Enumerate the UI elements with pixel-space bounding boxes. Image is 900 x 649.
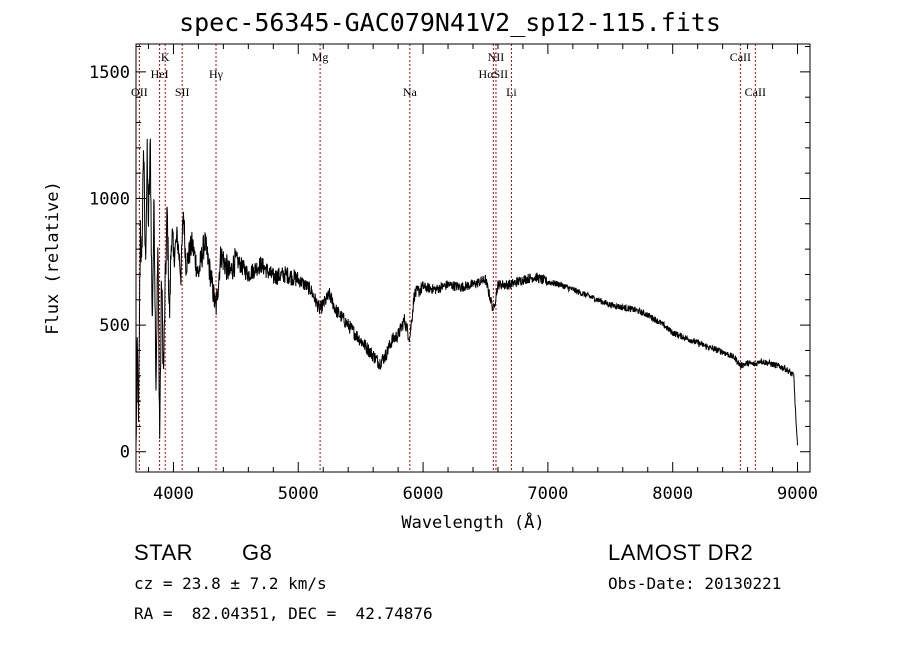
coordinates: RA = 82.04351, DEC = 42.74876 [134, 604, 433, 623]
marker-label: Mg [312, 50, 329, 64]
y-tick-label: 1500 [89, 63, 130, 83]
spectral-line-markers: OII K HeI SII Hγ Mg Na NII HαSII Li CaII CaII [131, 44, 766, 472]
y-axis-label: Flux (relative) [43, 181, 63, 335]
x-tick-label: 6000 [403, 484, 444, 504]
marker-label: CaII [730, 50, 751, 64]
redshift-velocity: cz = 23.8 ± 7.2 km/s [134, 574, 327, 593]
marker-label: K [161, 50, 170, 64]
x-axis-label: Wavelength (Å) [401, 511, 544, 533]
observation-date: Obs-Date: 20130221 [608, 574, 782, 593]
y-tick-label: 500 [99, 316, 130, 336]
marker-label: CaII [745, 85, 766, 99]
marker-label: Hγ [209, 67, 224, 81]
marker-label: HαSII [479, 67, 509, 81]
x-tick-label: 9000 [777, 484, 818, 504]
marker-label: Na [403, 85, 418, 99]
marker-label: NII [488, 50, 505, 64]
chart-title: spec-56345-GAC079N41V2_sp12-115.fits [179, 8, 721, 37]
y-tick-label: 0 [120, 443, 130, 463]
x-tick-label: 8000 [652, 484, 693, 504]
y-tick-label: 1000 [89, 189, 130, 209]
spectrum-line-group [135, 138, 798, 446]
marker-label: SII [175, 85, 190, 99]
marker-label: Li [506, 85, 517, 99]
spectrum-line [135, 138, 798, 446]
axes: 4000 5000 6000 7000 8000 9000 0 500 1000 1500 Wave… [43, 43, 818, 533]
object-subclass: G8 [242, 540, 273, 565]
object-class: STAR [134, 540, 194, 565]
x-tick-label: 4000 [153, 484, 194, 504]
x-tick-label: 5000 [278, 484, 319, 504]
survey-name: LAMOST DR2 [608, 540, 754, 565]
marker-label: OII [131, 85, 148, 99]
marker-label: HeI [151, 67, 169, 81]
x-tick-label: 7000 [527, 484, 568, 504]
